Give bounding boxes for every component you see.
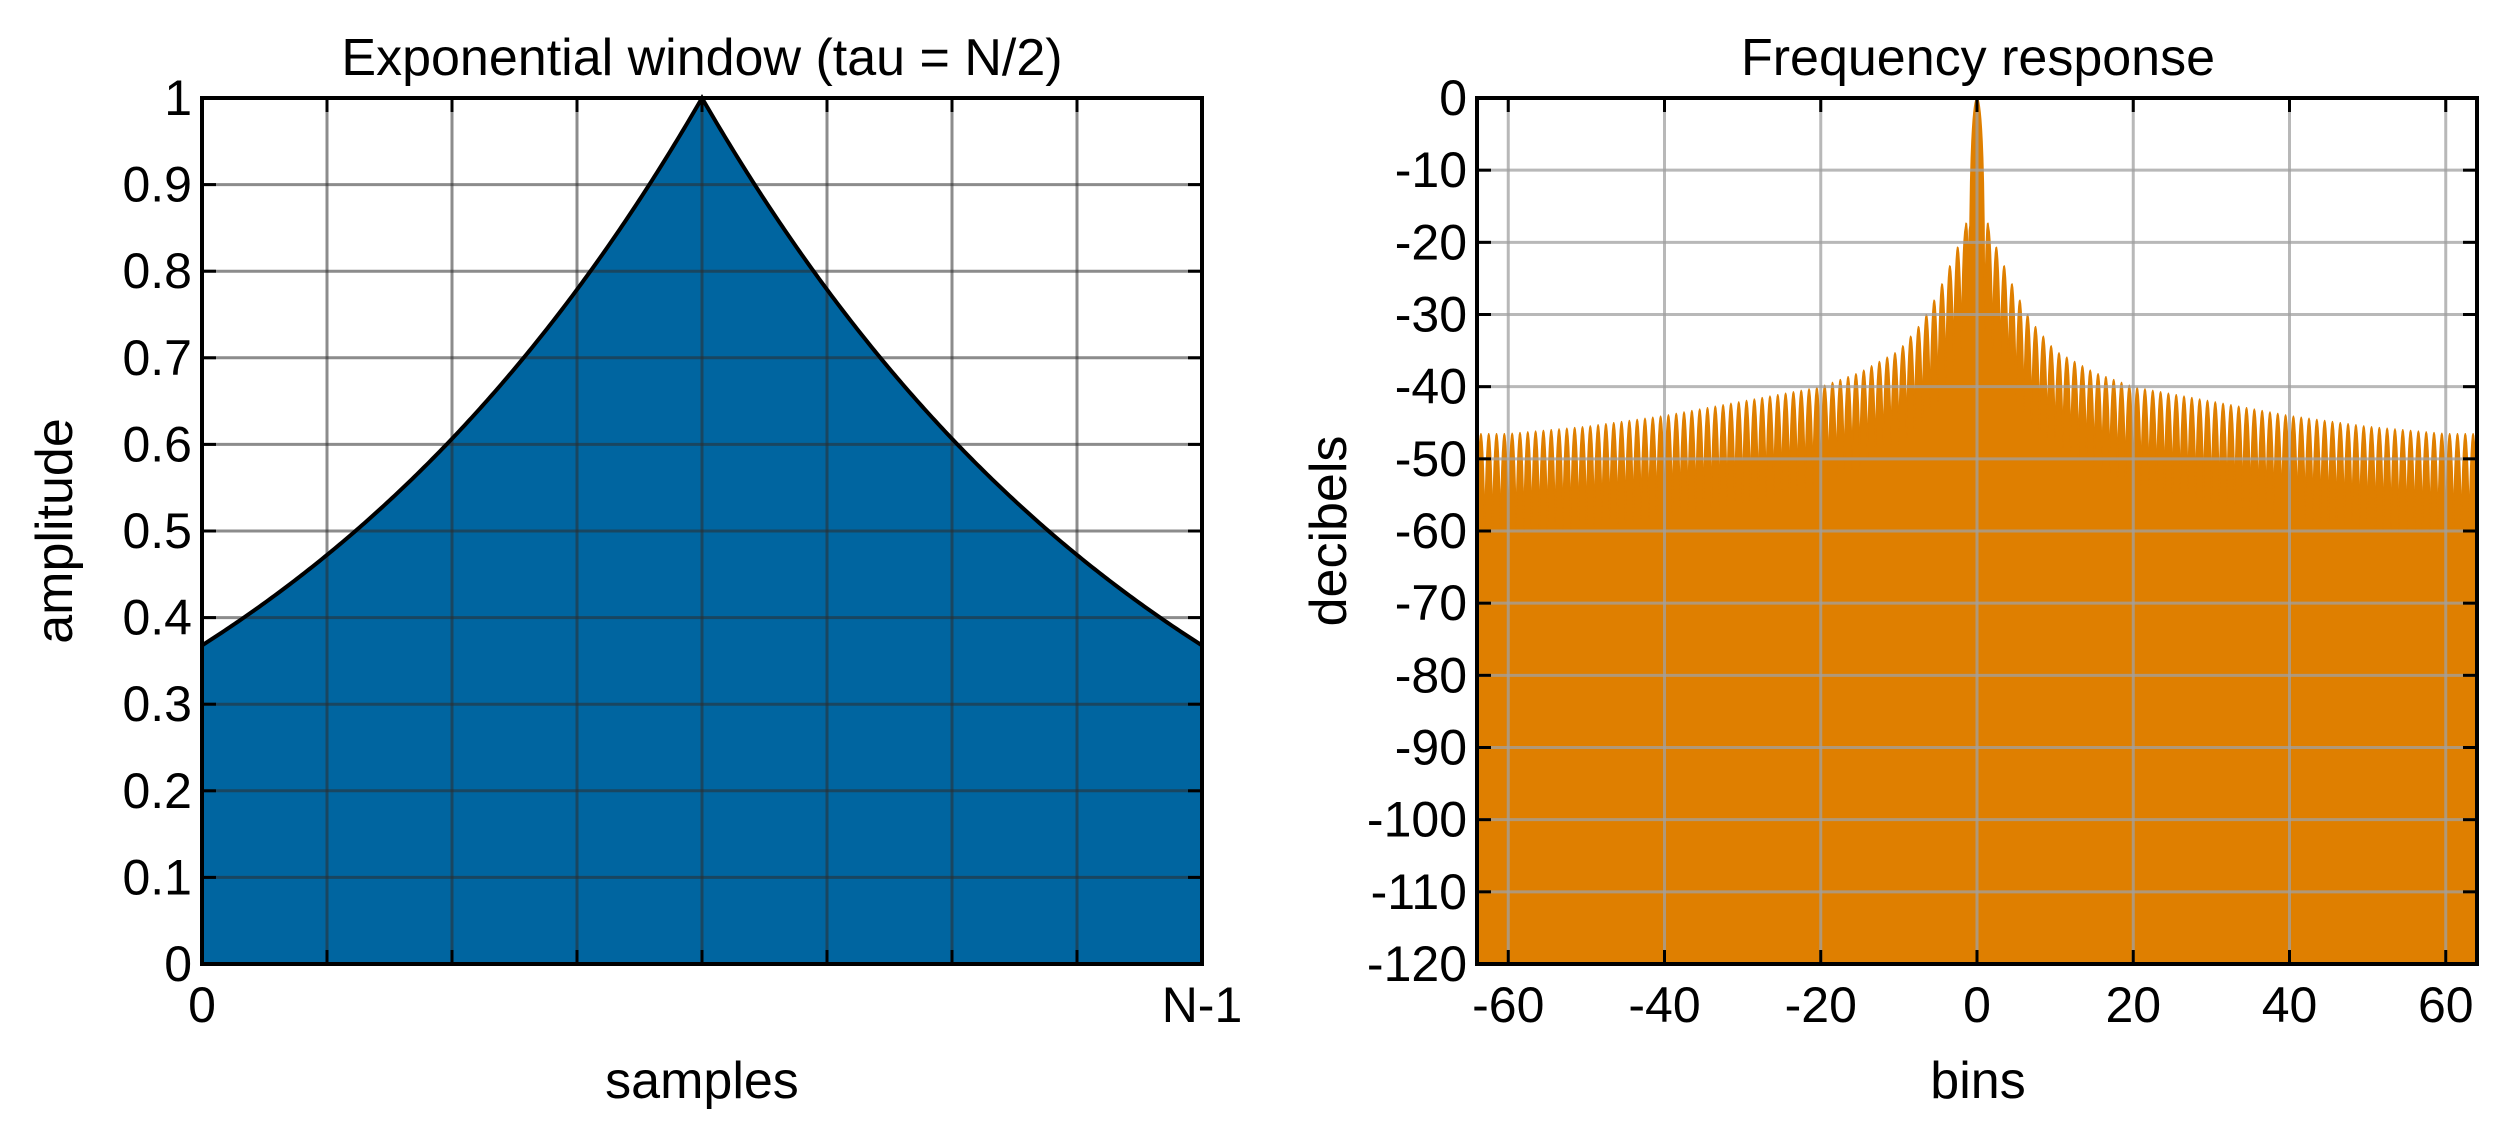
x-tick-label: -40: [1628, 977, 1700, 1033]
x-tick-label: 0: [188, 977, 216, 1033]
x-tick-label: -60: [1472, 977, 1544, 1033]
y-tick-label: 0.1: [122, 849, 192, 905]
x-tick-label: 0: [1963, 977, 1991, 1033]
exponential-window-chart: Exponential window (tau = N/2) 0 0.1 0.2 0.…: [26, 29, 1242, 1110]
y-tick-label: -40: [1395, 359, 1467, 415]
x-axis-label: bins: [1930, 1052, 2025, 1110]
y-tick-label: -60: [1395, 503, 1467, 559]
y-tick-label: -90: [1395, 720, 1467, 776]
y-tick-label: -100: [1367, 792, 1467, 848]
frequency-response-chart: Frequency response -60 -40 -20 0 20 40 600-10-…: [1300, 29, 2479, 1110]
y-tick-label: -80: [1395, 647, 1467, 703]
axis-ticks: 0 0.1 0.2 0.3 0.4 0.5 0.6 0.7 0.8 0.9 1 0 N-1: [122, 70, 1242, 1033]
y-tick-label: 0.4: [122, 590, 192, 646]
x-tick-label: 40: [2262, 977, 2318, 1033]
chart-title: Exponential window (tau = N/2): [341, 29, 1062, 87]
chart-title: Frequency response: [1741, 29, 2215, 87]
axis-ticks: -60 -40 -20 0 20 40 60 0 -10 -20 -30 -40 -50 -60 -70 -8…: [1367, 70, 2477, 1033]
plot-frame: [1475, 96, 2479, 966]
plot-frame: [200, 96, 1204, 966]
y-tick-label: -10: [1395, 142, 1467, 198]
y-tick-label: -70: [1395, 575, 1467, 631]
y-tick-label: -30: [1395, 287, 1467, 343]
y-tick-label: -50: [1395, 431, 1467, 487]
y-tick-label: -120: [1367, 936, 1467, 992]
x-tick-label: N-1: [1162, 977, 1243, 1033]
x-tick-label: 60: [2418, 977, 2474, 1033]
y-tick-label: 0: [164, 936, 192, 992]
y-tick-label: 0.6: [122, 416, 192, 472]
y-tick-label: -110: [1371, 864, 1467, 920]
y-axis-label: decibels: [1300, 436, 1358, 627]
y-tick-label: 0.2: [122, 763, 192, 819]
y-tick-label: -20: [1395, 214, 1467, 270]
y-tick-label: 1: [164, 70, 192, 126]
x-tick-label: -20: [1785, 977, 1857, 1033]
x-axis-label: samples: [605, 1052, 799, 1110]
grid-lines: [1477, 98, 2477, 964]
grid-lines: [202, 98, 1202, 964]
y-tick-label: 0.8: [122, 243, 192, 299]
x-tick-label: 20: [2105, 977, 2161, 1033]
y-tick-label: 0.9: [122, 157, 192, 213]
y-tick-label: 0.3: [122, 676, 192, 732]
y-tick-label: 0.7: [122, 330, 192, 386]
y-axis-label: amplitude: [26, 418, 84, 643]
y-tick-label: 0.5: [122, 503, 192, 559]
y-tick-label: 0: [1439, 70, 1467, 126]
